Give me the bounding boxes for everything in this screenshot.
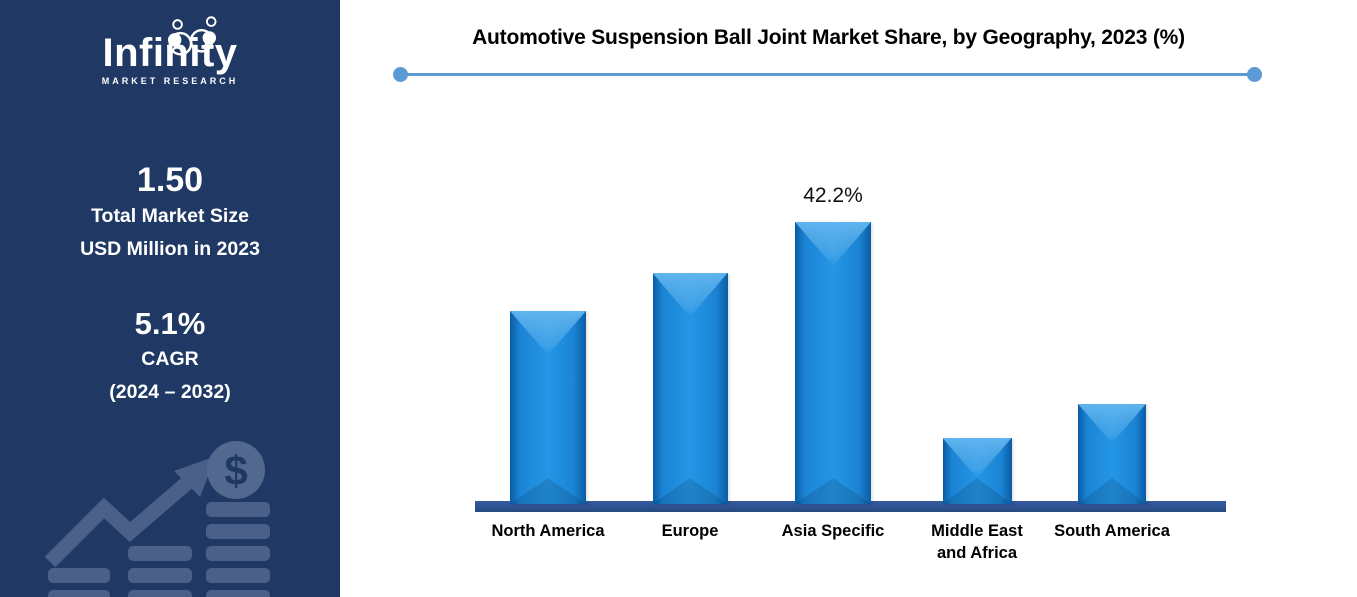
bar-north-america (510, 311, 586, 504)
underline-dot-left-icon (393, 67, 408, 82)
category-label-europe: Europe (661, 522, 719, 540)
cagr-label: CAGR (141, 348, 199, 370)
market-size-block: 1.50 Total Market Size USD Million in 20… (0, 160, 340, 266)
logo-title: Infinity (102, 16, 237, 74)
logo-subtitle: MARKET RESEARCH (101, 76, 239, 86)
bar-middle-east-and-africa (942, 438, 1012, 504)
category-label-south-america: South America (1054, 522, 1170, 540)
money-stacks-icon (48, 502, 270, 597)
x-axis-baseline (475, 501, 1226, 512)
infinity-loop-icon (167, 16, 217, 56)
svg-text:$: $ (224, 447, 247, 494)
market-size-label-1: Total Market Size (91, 205, 249, 227)
bar-chart-plot: North America Europe 42.2% Asia Specific Mid… (340, 0, 1357, 597)
title-underline (393, 67, 1262, 82)
bar-south-america (1078, 404, 1146, 504)
market-size-value: 1.50 (136, 161, 204, 199)
underline-dot-right-icon (1247, 67, 1262, 82)
chart-title: Automotive Suspension Ball Joint Market … (472, 26, 1185, 49)
category-label-north-america: North America (491, 522, 605, 540)
growth-chart-icon: $ (44, 441, 270, 597)
bar-europe (652, 273, 728, 504)
category-label-middle-east-and-africa: Middle East and Africa (931, 522, 1023, 562)
cagr-block: 5.1% CAGR (2024 – 2032) (0, 305, 340, 409)
market-size-label-2: USD Million in 2023 (80, 238, 260, 260)
bar-asia-specific (795, 222, 871, 504)
cagr-period: (2024 – 2032) (109, 381, 231, 403)
data-label-asia-specific: 42.2% (803, 184, 863, 207)
logo: Infinity MARKET RESEARCH (0, 16, 340, 86)
cagr-value: 5.1% (134, 306, 206, 341)
category-label-asia-specific: Asia Specific (781, 522, 885, 540)
sidebar: Infinity MARKET RESEARCH 1.50 Total Mark… (0, 0, 340, 597)
growth-arrow-icon (44, 456, 216, 568)
dollar-coin-icon: $ (207, 441, 265, 499)
chart-panel: Automotive Suspension Ball Joint Market … (340, 0, 1357, 597)
